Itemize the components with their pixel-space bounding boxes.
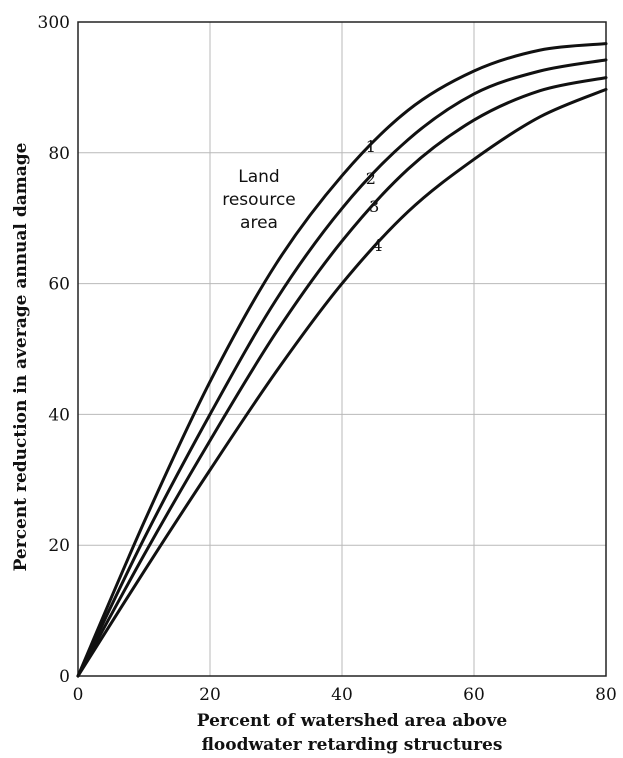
y-tick-label: 20 xyxy=(48,536,70,556)
annotation-land: Land xyxy=(238,167,279,187)
x-tick-label: 40 xyxy=(331,685,353,705)
x-tick-labels: 0 20 40 60 80 xyxy=(73,685,617,705)
curve-label-1: 1 xyxy=(366,137,376,156)
y-tick-label: 0 xyxy=(59,667,70,687)
curve-labels: 1 2 3 4 xyxy=(366,137,383,255)
x-axis-title-line2: floodwater retarding structures xyxy=(202,735,503,755)
x-tick-label: 0 xyxy=(73,685,84,705)
x-tick-label: 20 xyxy=(199,685,221,705)
curve-3 xyxy=(76,76,608,678)
y-axis-title: Percent reduction in average annual dama… xyxy=(11,142,31,571)
y-tick-label: 80 xyxy=(48,144,70,164)
x-tick-label: 80 xyxy=(595,685,617,705)
y-tick-label: 40 xyxy=(48,405,70,425)
curve-label-4: 4 xyxy=(372,236,382,255)
y-tick-label: 300 xyxy=(38,13,70,33)
curves xyxy=(76,42,608,678)
annotation-area: area xyxy=(240,213,278,233)
curve-label-2: 2 xyxy=(366,169,376,188)
curve-2 xyxy=(76,58,608,678)
plot-frame xyxy=(77,21,607,677)
grid xyxy=(77,21,607,677)
curve-4 xyxy=(76,87,608,678)
y-tick-labels: 0 20 40 60 80 300 xyxy=(38,13,70,687)
x-axis-title-line1: Percent of watershed area above xyxy=(197,711,508,731)
curve-label-3: 3 xyxy=(369,197,379,216)
annotation-resource: resource xyxy=(222,190,296,210)
x-tick-label: 60 xyxy=(463,685,485,705)
y-tick-label: 60 xyxy=(48,275,70,295)
curve-1 xyxy=(76,42,608,678)
